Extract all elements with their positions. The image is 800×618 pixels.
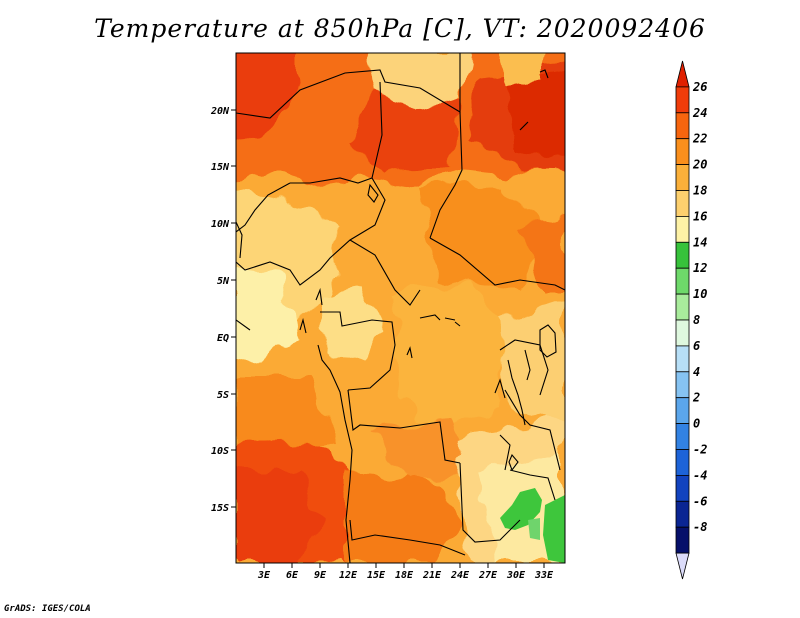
colorbar-segment <box>675 267 690 295</box>
map-frame <box>235 52 566 564</box>
colorbar-segment <box>675 319 690 347</box>
colorbar-label: 18 <box>693 184 707 198</box>
lat-label: 15S <box>211 503 229 514</box>
lon-label: 15E <box>367 570 386 581</box>
colorbar-segment <box>675 526 690 554</box>
latitude-axis <box>231 109 236 508</box>
colorbar-label: 8 <box>693 313 700 327</box>
temperature-field <box>236 53 565 563</box>
colorbar-segment <box>675 164 690 191</box>
colorbar-label: 16 <box>693 209 707 223</box>
colorbar-bottom-triangle <box>675 552 690 580</box>
colorbar-segment <box>675 345 690 373</box>
colorbar-label: 0 <box>693 417 700 431</box>
colorbar-segment <box>675 138 690 165</box>
lat-label: 15N <box>211 162 230 173</box>
colorbar-label: -8 <box>693 520 707 534</box>
colorbar-label: -4 <box>693 468 707 482</box>
lon-label: 3E <box>257 570 271 581</box>
colorbar-label: 22 <box>692 132 707 146</box>
lon-label: 33E <box>534 570 554 581</box>
lat-label: 20N <box>210 106 230 117</box>
colorbar-label: -2 <box>693 443 707 457</box>
lat-label: 5N <box>217 276 230 287</box>
colorbar-segment <box>675 449 690 476</box>
colorbar-segment <box>675 190 690 217</box>
colorbar-label: 6 <box>693 339 700 353</box>
lon-label: 30E <box>506 570 526 581</box>
lon-label: 27E <box>478 570 498 581</box>
colorbar-segment <box>675 474 690 502</box>
colorbar-label: 12 <box>693 261 707 275</box>
coastline-and-lakes <box>236 121 557 563</box>
lon-label: 9E <box>314 570 327 581</box>
lon-label: 12E <box>339 570 358 581</box>
colorbar-segment <box>675 397 690 425</box>
colorbar-segment <box>675 86 690 114</box>
lon-label: 6E <box>286 570 299 581</box>
colorbar-segment <box>675 423 690 450</box>
colorbar-label: 2 <box>692 391 700 405</box>
colorbar-label: 24 <box>692 106 707 120</box>
colorbar-segment <box>675 241 690 269</box>
lat-label: 10N <box>211 219 230 230</box>
colorbar-label: -6 <box>693 494 707 508</box>
colorbar-label: 14 <box>693 235 707 249</box>
colorbar-label: 4 <box>693 365 700 379</box>
colorbar-label: 20 <box>692 158 707 172</box>
colorbar-segment <box>675 500 690 528</box>
colorbar-segment <box>675 112 690 140</box>
longitude-axis <box>263 563 545 568</box>
colorbar-segment <box>675 293 690 321</box>
lat-label: 10S <box>211 446 229 457</box>
colorbar-segment <box>675 371 690 399</box>
lat-label: 5S <box>217 390 229 401</box>
colorbar-label: 10 <box>693 287 707 301</box>
chart-title: Temperature at 850hPa [C], VT: 202009240… <box>94 14 706 43</box>
lat-label: EQ <box>217 333 229 344</box>
lon-label: 24E <box>450 570 470 581</box>
colorbar-segments <box>675 60 690 580</box>
grads-credit: GrADS: IGES/COLA <box>4 604 91 614</box>
colorbar-segment <box>675 215 690 243</box>
lon-label: 18E <box>395 570 414 581</box>
lon-label: 21E <box>422 570 442 581</box>
colorbar-top-triangle <box>675 60 690 88</box>
colorbar-label: 26 <box>692 80 707 94</box>
